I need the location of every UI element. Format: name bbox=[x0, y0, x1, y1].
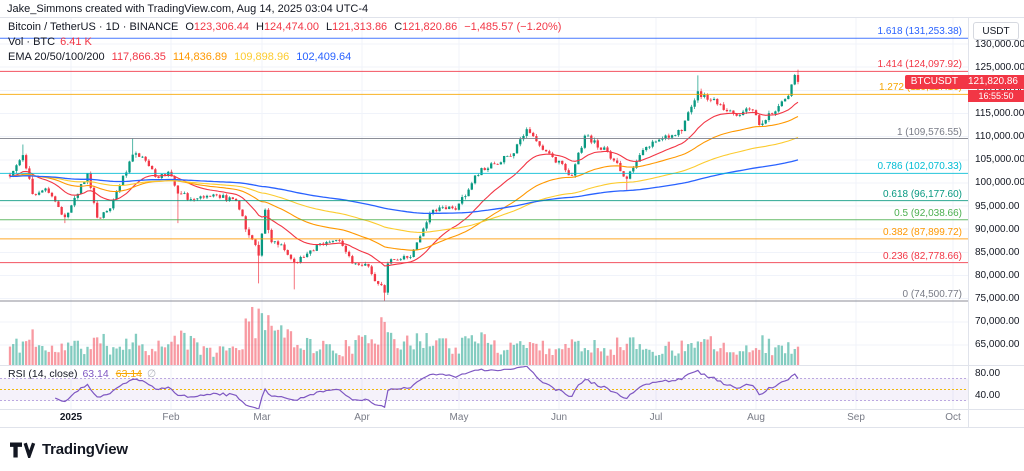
last-price-badge[interactable]: BTCUSDT 121,820.86 bbox=[904, 74, 1024, 89]
rsi-value: 63.14 bbox=[82, 368, 109, 380]
price-axis-label: 90,000.00 bbox=[975, 223, 1020, 235]
ema-value: 102,409.64 bbox=[296, 51, 352, 63]
ema-values: 117,866.35 114,836.89 109,898.96 102,409.64 bbox=[105, 51, 352, 63]
price-axis-label: 110,000.00 bbox=[975, 131, 1024, 143]
tradingview-logo-icon bbox=[10, 442, 36, 458]
volume-value: 6.41 K bbox=[60, 36, 92, 48]
time-axis[interactable]: 2025 Feb Mar Apr May Jun Jul Aug Sep Oct bbox=[0, 409, 1024, 427]
ohlc-token: 123,306.44 bbox=[193, 21, 249, 33]
volume-label[interactable]: Vol · BTC bbox=[8, 36, 56, 48]
time-axis-label: Jun bbox=[550, 412, 568, 423]
ohlc-token: 124,474.00 bbox=[263, 21, 319, 33]
price-axis-label: 100,000.00 bbox=[975, 177, 1024, 189]
price-axis-label: 105,000.00 bbox=[975, 154, 1024, 166]
attribution-text: Jake_Simmons created with TradingView.co… bbox=[7, 3, 369, 15]
ohlc-token: 121,820.86 bbox=[402, 21, 458, 33]
rsi-axis-label: 80.00 bbox=[975, 367, 1001, 379]
bar-close-countdown: 16:55:50 bbox=[968, 89, 1024, 102]
price-axis-label: 75,000.00 bbox=[975, 293, 1020, 305]
price-axis-label: 115,000.00 bbox=[975, 107, 1024, 119]
ema-value: 109,898.96 bbox=[234, 51, 290, 63]
ohlc-letter: O bbox=[185, 21, 194, 33]
tradingview-logo[interactable]: TradingView bbox=[10, 441, 128, 458]
time-axis-label: Oct bbox=[945, 412, 961, 423]
price-axis-label: 95,000.00 bbox=[975, 200, 1020, 212]
footer: TradingView bbox=[0, 428, 1024, 471]
tradingview-logo-text: TradingView bbox=[42, 441, 128, 458]
price-axis-label: 125,000.00 bbox=[975, 61, 1024, 73]
ema-value: 117,866.35 bbox=[111, 51, 166, 63]
legend-row-ema: EMA 20/50/100/200 117,866.35 114,836.89 109… bbox=[8, 50, 561, 65]
time-axis-label: Feb bbox=[162, 412, 180, 423]
price-axis-label: 130,000.00 bbox=[975, 38, 1024, 50]
currency-label[interactable]: USDT bbox=[973, 22, 1019, 40]
price-axis-label: 70,000.00 bbox=[975, 316, 1020, 328]
price-axis-label: 65,000.00 bbox=[975, 339, 1020, 351]
price-axis-label: 80,000.00 bbox=[975, 270, 1020, 281]
rsi-secondary-value: 63.14 bbox=[115, 368, 143, 380]
change-value: −1,485.57 (−1.20%) bbox=[464, 21, 562, 33]
time-axis-label: Mar bbox=[253, 412, 271, 423]
time-axis-label: Apr bbox=[354, 412, 370, 423]
ohlc-values: O123,306.44 H124,474.00 L121,313.86 C121,82… bbox=[178, 21, 457, 33]
ohlc-letter: L bbox=[326, 21, 333, 33]
time-axis-label: Aug bbox=[747, 412, 765, 423]
price-axis-label: 85,000.00 bbox=[975, 246, 1020, 258]
ema-value: 114,836.89 bbox=[172, 51, 228, 63]
ema-label[interactable]: EMA 20/50/100/200 bbox=[8, 51, 105, 63]
symbol-legend: Bitcoin / TetherUS · 1D · BINANCE O123,30… bbox=[8, 20, 561, 65]
time-axis-label: Jul bbox=[649, 412, 663, 423]
rsi-legend: RSI (14, close) 63.14 63.14 ∅ bbox=[8, 368, 156, 380]
ohlc-token: 121,313.86 bbox=[332, 21, 388, 33]
rsi-label[interactable]: RSI (14, close) bbox=[8, 368, 78, 380]
time-axis-label: May bbox=[449, 412, 469, 423]
legend-row-volume: Vol · BTC 6.41 K bbox=[8, 35, 561, 50]
ohlc-letter: C bbox=[394, 21, 403, 33]
symbol-title[interactable]: Bitcoin / TetherUS · 1D · BINANCE bbox=[8, 21, 179, 33]
badge-price: 121,820.86 bbox=[967, 76, 1018, 88]
time-axis-label: Sep bbox=[847, 412, 865, 423]
rsi-hidden-plot-icon: ∅ bbox=[147, 368, 157, 380]
rsi-axis-label: 40.00 bbox=[975, 389, 1001, 401]
ohlc-letter: H bbox=[255, 21, 264, 33]
time-axis-label: 2025 bbox=[59, 412, 83, 423]
badge-symbol: BTCUSDT bbox=[910, 76, 958, 88]
legend-row-symbol: Bitcoin / TetherUS · 1D · BINANCE O123,30… bbox=[8, 20, 561, 35]
